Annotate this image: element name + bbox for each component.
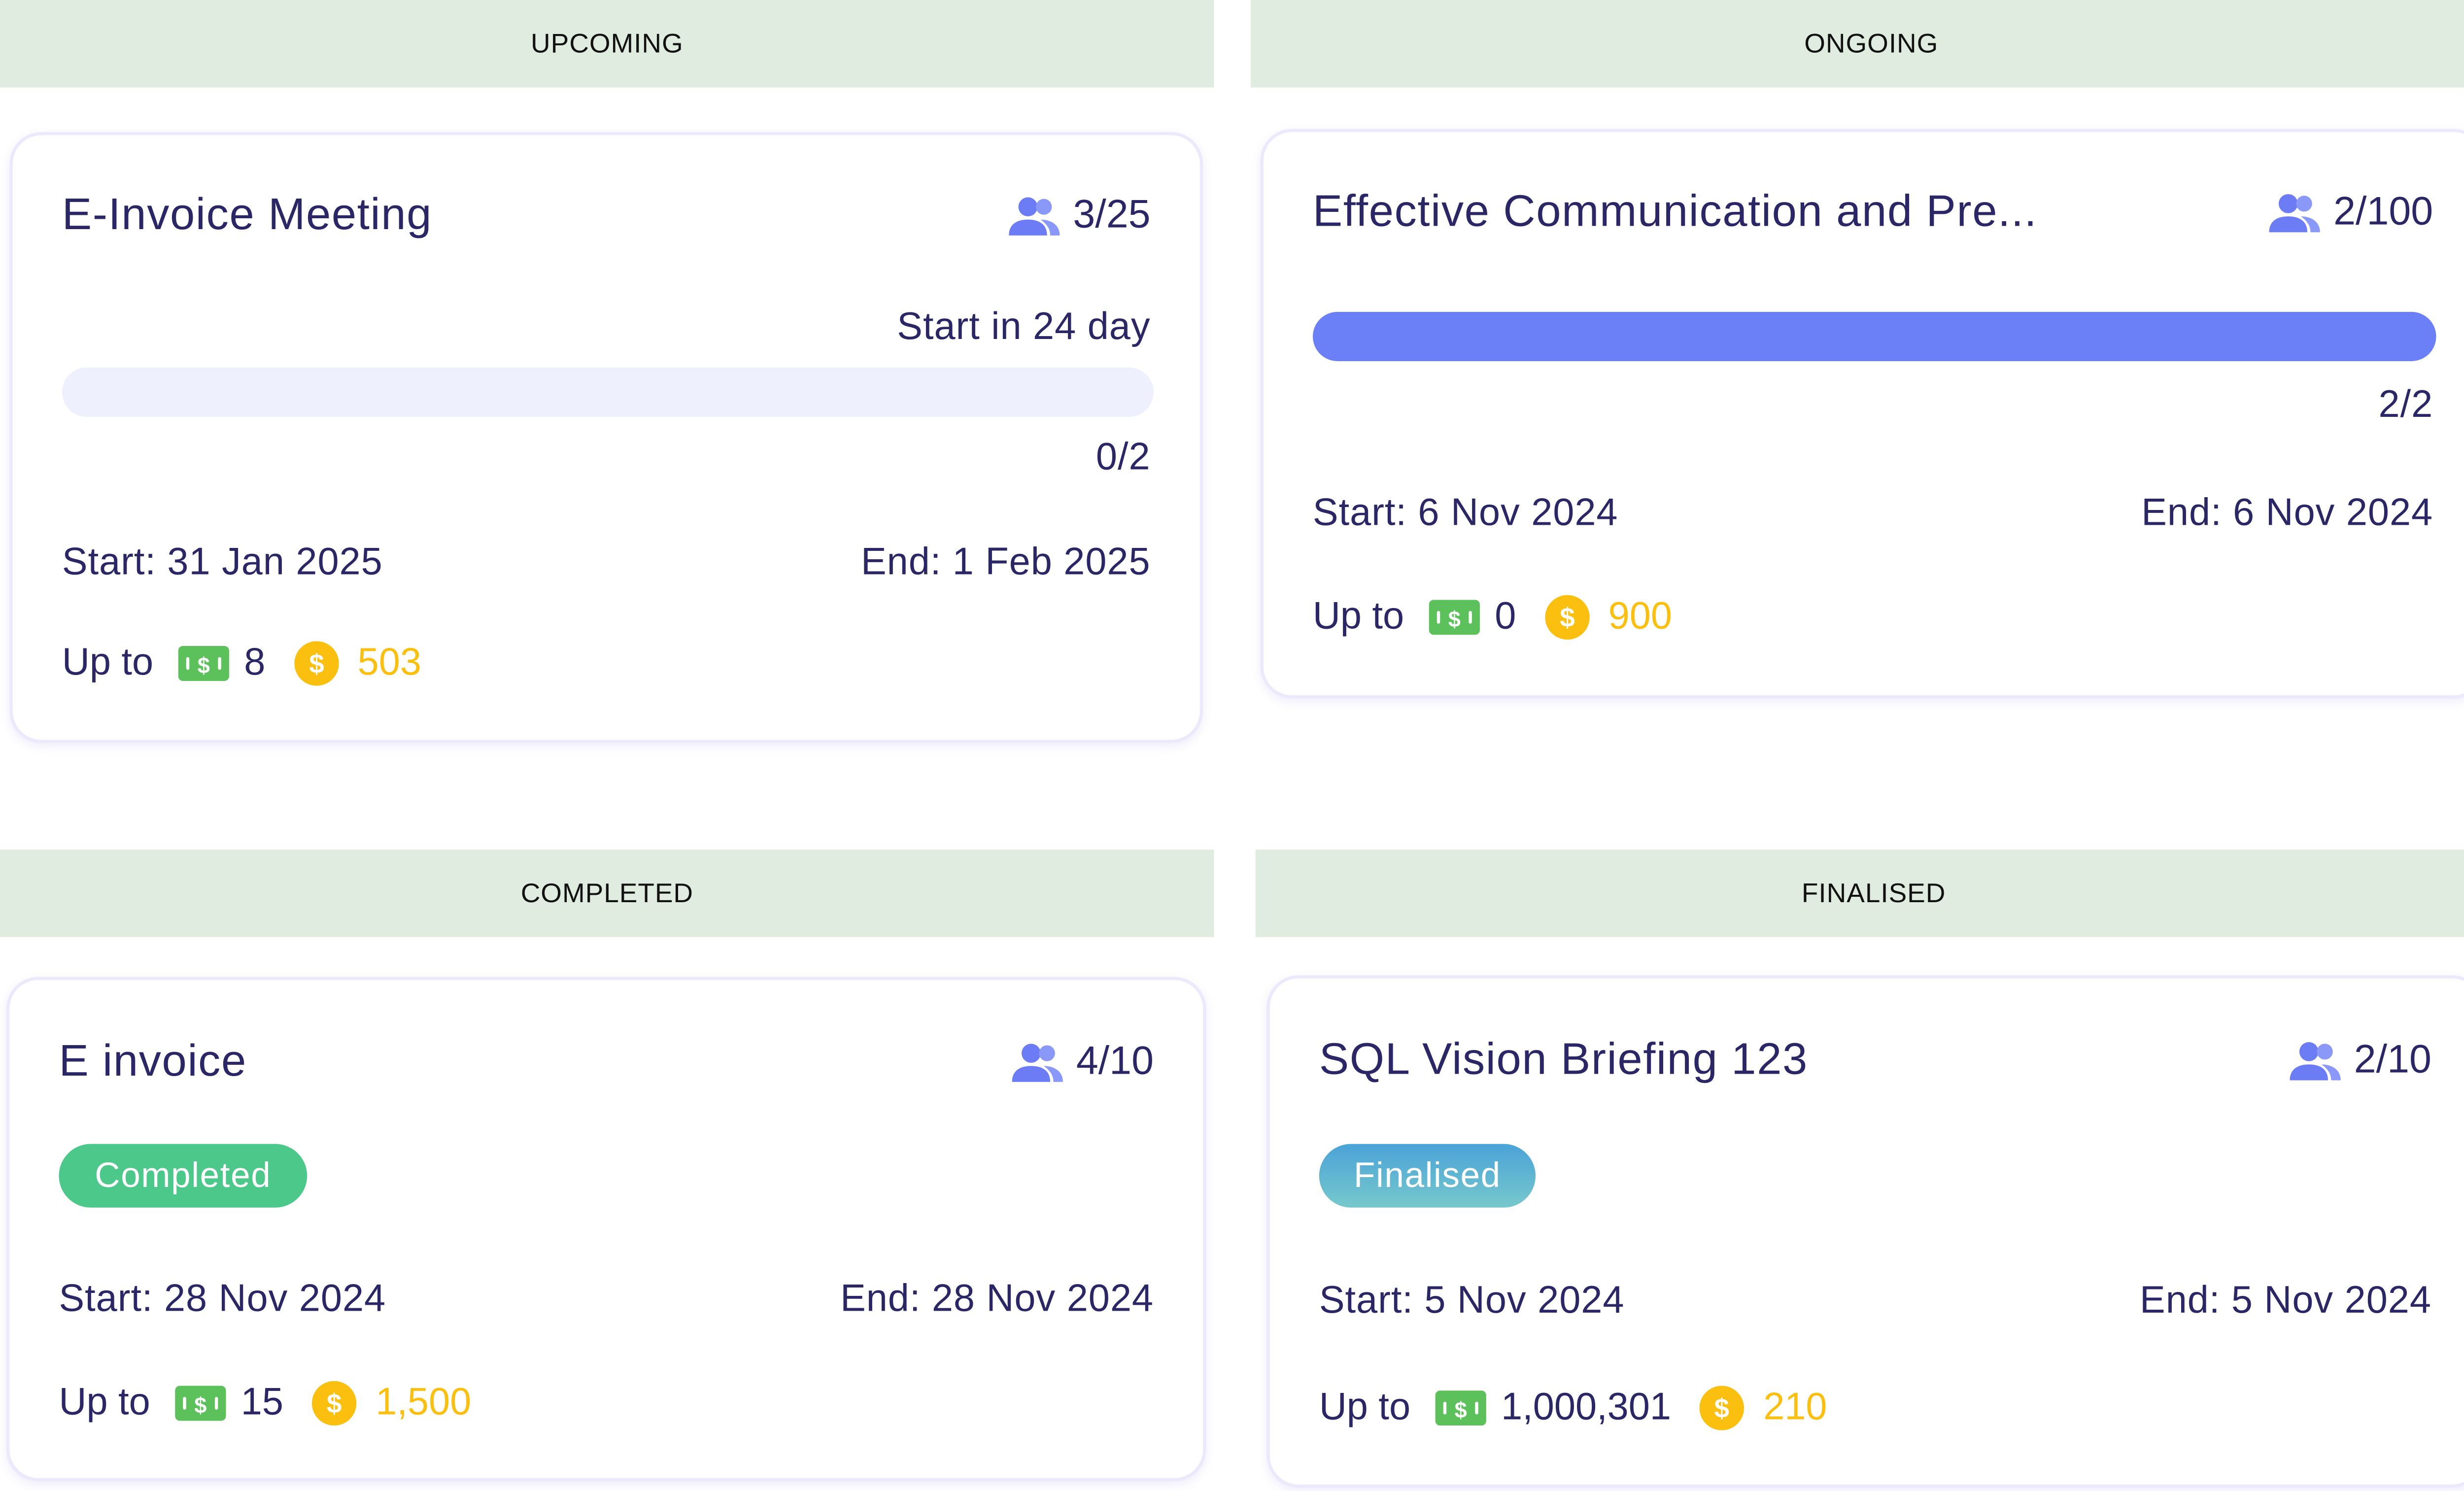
event-card[interactable]: E invoice 4/10 Completed Start: 28 Nov 2… [6, 977, 1206, 1482]
people-icon [1012, 1043, 1064, 1082]
reward-row: Up to $ 1,000,301 $ 210 [1319, 1386, 1827, 1430]
dollar-coin-icon: $ [294, 641, 339, 686]
event-title: Effective Communication and Pre... [1312, 186, 2038, 236]
coin-amount: 210 [1763, 1386, 1827, 1429]
cash-amount: 0 [1495, 595, 1516, 638]
coin-amount: 503 [357, 641, 421, 684]
event-card[interactable]: E-Invoice Meeting 3/25 Start in 24 day 0… [9, 132, 1203, 743]
participants-count: 4/10 [1012, 1039, 1154, 1085]
dollar-coin-icon: $ [312, 1381, 357, 1426]
people-icon [2269, 193, 2321, 232]
start-date: Start: 31 Jan 2025 [62, 541, 383, 584]
svg-text:$: $ [198, 653, 210, 678]
participants-count: 2/100 [2269, 189, 2433, 236]
event-title: E invoice [59, 1036, 247, 1085]
svg-text:$: $ [308, 648, 324, 679]
event-title: E-Invoice Meeting [62, 189, 433, 239]
svg-text:$: $ [1455, 1397, 1468, 1423]
dollar-coin-icon: $ [1700, 1386, 1745, 1430]
participants-count: 3/25 [1009, 193, 1151, 239]
coin-amount: 900 [1608, 595, 1672, 638]
cash-bill-icon: $ [175, 1386, 227, 1421]
progress-bar [1312, 311, 2436, 361]
reward-row: Up to $ 0 $ 900 [1313, 595, 1672, 640]
end-date: End: 1 Feb 2025 [860, 541, 1151, 584]
people-icon [2290, 1041, 2341, 1080]
section-header-upcoming: UPCOMING [0, 0, 1214, 88]
participants-count: 2/10 [2290, 1037, 2431, 1084]
dollar-coin-icon: $ [1544, 595, 1589, 640]
status-badge: Finalised [1319, 1144, 1536, 1208]
progress-label: 0/2 [1095, 436, 1151, 479]
cash-bill-icon: $ [178, 645, 230, 681]
event-title: SQL Vision Briefing 123 [1319, 1034, 1808, 1084]
end-date: End: 5 Nov 2024 [2140, 1279, 2431, 1322]
start-date: Start: 6 Nov 2024 [1312, 491, 1618, 535]
cash-bill-icon: $ [1436, 1390, 1487, 1426]
cash-amount: 15 [240, 1381, 284, 1424]
section-header-finalised: FINALISED [1255, 849, 2464, 937]
end-date: End: 6 Nov 2024 [2141, 491, 2433, 535]
progress-bar [62, 367, 1154, 417]
reward-row: Up to $ 8 $ 503 [62, 641, 421, 686]
svg-text:$: $ [327, 1388, 342, 1419]
svg-text:$: $ [1559, 602, 1574, 633]
section-header-ongoing: ONGOING [1250, 0, 2464, 88]
cash-amount: 8 [244, 641, 266, 684]
section-header-completed: COMPLETED [0, 849, 1214, 937]
svg-text:$: $ [1449, 607, 1461, 632]
end-date: End: 28 Nov 2024 [840, 1277, 1154, 1321]
start-date: Start: 5 Nov 2024 [1319, 1279, 1625, 1322]
cash-bill-icon: $ [1429, 600, 1481, 635]
coin-amount: 1,500 [376, 1381, 472, 1424]
event-card[interactable]: SQL Vision Briefing 123 2/10 Finalised S… [1266, 975, 2464, 1488]
status-badge: Completed [59, 1144, 308, 1208]
start-date: Start: 28 Nov 2024 [59, 1277, 386, 1321]
event-card[interactable]: Effective Communication and Pre... 2/100… [1260, 129, 2464, 699]
countdown-text: Start in 24 day [897, 305, 1151, 349]
progress-label: 2/2 [2378, 383, 2433, 427]
svg-text:$: $ [195, 1392, 207, 1418]
progress-fill [1312, 311, 2436, 361]
reward-row: Up to $ 15 $ 1,500 [59, 1381, 472, 1426]
people-icon [1009, 196, 1061, 235]
svg-text:$: $ [1714, 1393, 1730, 1423]
cash-amount: 1,000,301 [1501, 1386, 1671, 1429]
